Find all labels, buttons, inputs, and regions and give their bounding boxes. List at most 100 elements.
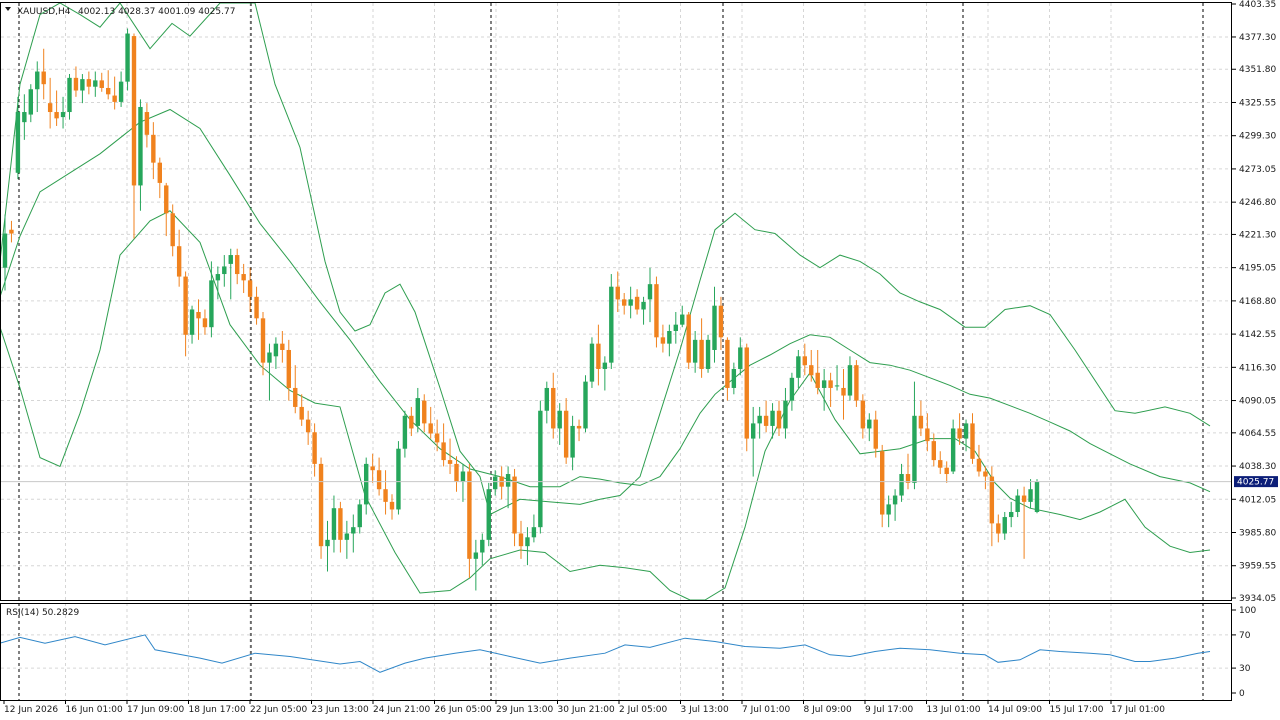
dropdown-triangle-icon[interactable] <box>5 7 11 11</box>
time-tick-label: 2 Jul 05:00 <box>619 705 668 715</box>
candle <box>770 403 775 439</box>
candle-body <box>280 343 285 350</box>
price-tick-label: 4246.80 <box>1239 198 1276 208</box>
candle <box>9 220 14 243</box>
candle-body <box>86 79 92 87</box>
candle-body <box>544 387 549 411</box>
candle-body <box>796 356 801 378</box>
candle-body <box>215 274 221 281</box>
time-tick-label: 8 Jul 09:00 <box>804 705 853 715</box>
candle-body <box>222 266 227 275</box>
candle-body <box>789 377 795 401</box>
candle-body <box>699 339 704 369</box>
candle <box>834 365 840 391</box>
candle <box>1034 479 1040 514</box>
candle <box>460 463 466 502</box>
candle-body <box>183 276 188 335</box>
candle-body <box>99 80 104 88</box>
candle-body <box>570 425 575 458</box>
candle-body <box>93 80 98 87</box>
candle <box>989 466 995 547</box>
candle <box>673 312 678 344</box>
candle <box>357 499 362 534</box>
candle-body <box>809 365 814 376</box>
candle-body <box>157 162 162 183</box>
candle <box>260 312 266 376</box>
candle-body <box>28 89 33 115</box>
price-tick-label: 4351.80 <box>1239 65 1276 75</box>
price-tick-label: 4403.35 <box>1239 0 1276 10</box>
candle-body <box>725 339 730 388</box>
candle <box>680 305 685 328</box>
candle <box>950 419 956 475</box>
candle <box>235 248 240 285</box>
candle <box>422 394 427 433</box>
candle <box>189 305 195 344</box>
price-tick-label: 4012.05 <box>1239 495 1276 505</box>
candle-body <box>441 442 446 461</box>
candle <box>273 337 279 369</box>
candle <box>54 90 59 126</box>
candle <box>776 400 782 437</box>
candle-body <box>267 352 272 363</box>
candle-body <box>976 458 982 472</box>
candle-body <box>834 385 840 387</box>
candle-body <box>538 410 543 528</box>
candle <box>15 96 21 180</box>
candle-body <box>480 539 485 553</box>
candle <box>886 495 891 528</box>
candle-body <box>815 372 820 388</box>
candle <box>963 419 969 452</box>
candle-body <box>454 463 459 482</box>
candle-body <box>705 339 711 369</box>
candle <box>196 299 201 340</box>
candle-body <box>563 410 569 458</box>
candle-body <box>189 309 195 335</box>
candle-body <box>376 470 382 490</box>
time-tick-label: 14 Jul 09:00 <box>988 705 1042 715</box>
candle-body <box>912 415 917 483</box>
candle-body <box>692 339 698 363</box>
candle <box>254 286 259 325</box>
time-tick-label: 9 Jul 17:00 <box>865 705 914 715</box>
candle <box>899 463 904 502</box>
candle-body <box>776 410 782 429</box>
candle <box>576 419 582 442</box>
candle-body <box>1002 517 1007 534</box>
candle-body <box>1034 481 1040 512</box>
time-tick-label: 18 Jun 17:00 <box>189 705 246 715</box>
candle-body <box>970 423 975 459</box>
candle-body <box>247 280 253 297</box>
candle-body <box>622 299 627 306</box>
candle-body <box>254 296 259 319</box>
candle-body <box>170 213 175 247</box>
candle-body <box>299 406 304 420</box>
candle-body <box>447 460 453 464</box>
candle <box>654 276 659 348</box>
candle-body <box>60 112 66 118</box>
rsi-indicator <box>0 634 1231 673</box>
candle-body <box>118 81 124 102</box>
candle-body <box>957 428 962 439</box>
price-tick-label: 4090.05 <box>1239 397 1276 407</box>
candle <box>312 423 317 477</box>
candle <box>538 400 543 534</box>
candle-body <box>525 537 530 547</box>
candle <box>28 84 33 123</box>
candle-body <box>751 423 756 439</box>
candle <box>860 394 866 439</box>
candle <box>783 387 788 439</box>
candle <box>763 400 769 433</box>
candle-body <box>370 466 375 471</box>
candle-body <box>551 387 556 429</box>
bid-price-label: 4025.77 <box>1237 478 1274 488</box>
candle <box>415 387 420 433</box>
candle <box>344 520 350 559</box>
candle <box>164 182 169 237</box>
candle <box>731 362 737 395</box>
candle <box>828 372 833 407</box>
candle <box>447 438 453 475</box>
bollinger-middle-line <box>0 108 1211 493</box>
